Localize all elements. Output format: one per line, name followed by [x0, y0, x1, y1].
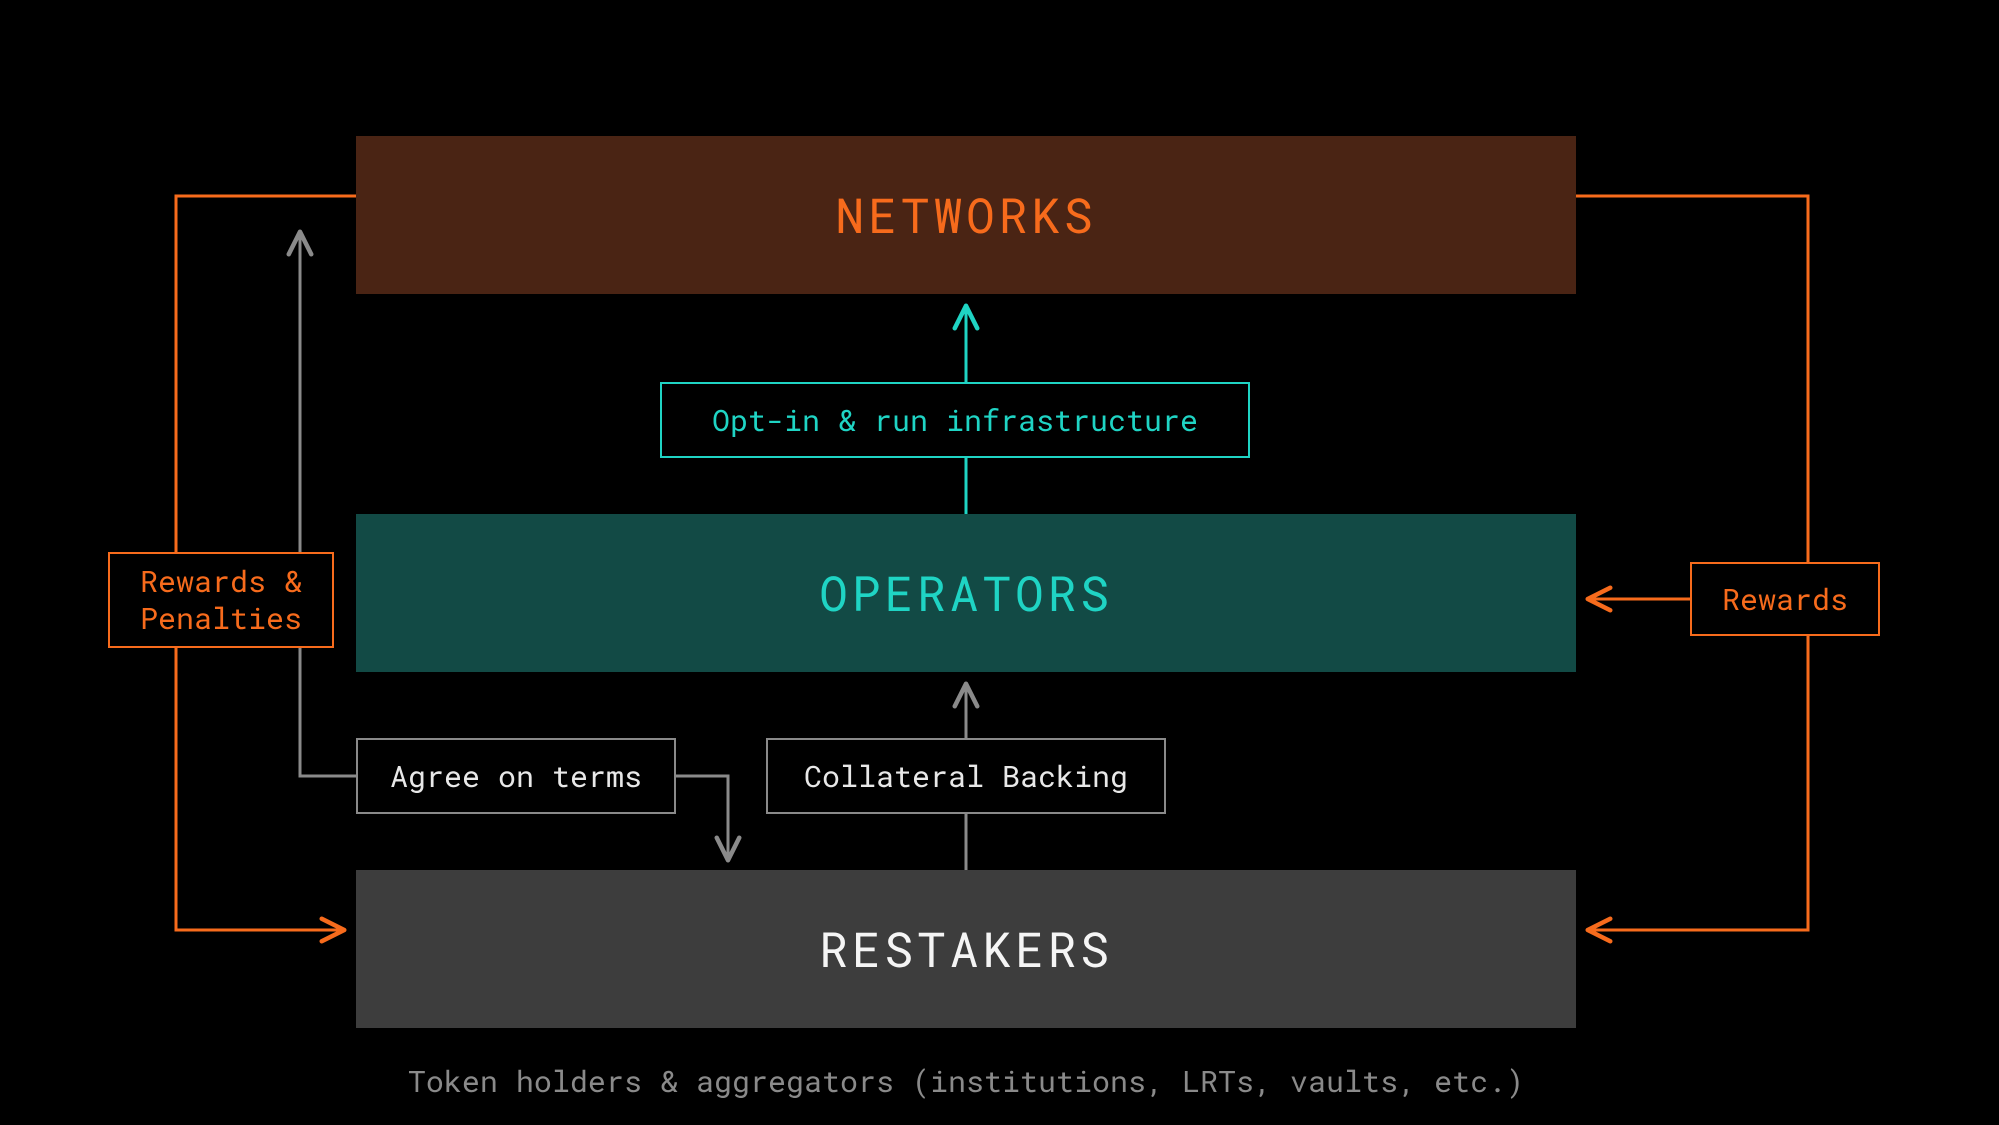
label-rewards-penalties: Rewards & Penalties [108, 552, 334, 648]
label-rp-line2: Penalties [140, 600, 302, 638]
edge-right-loop-to-restakers [1590, 636, 1808, 930]
edge-left-loop-down [176, 196, 356, 552]
label-collateral: Collateral Backing [766, 738, 1166, 814]
label-rp-line1: Rewards & [140, 563, 302, 601]
edge-left-loop-to-restakers [176, 648, 342, 930]
label-optin-text: Opt-in & run infrastructure [712, 401, 1198, 440]
block-restakers-label: RESTAKERS [819, 918, 1113, 981]
block-networks: NETWORKS [356, 136, 1576, 294]
block-restakers: RESTAKERS [356, 870, 1576, 1028]
caption: Token holders & aggregators (institution… [356, 1062, 1576, 1101]
edge-agree-up [300, 234, 356, 776]
caption-text: Token holders & aggregators (institution… [408, 1062, 1524, 1101]
label-agree: Agree on terms [356, 738, 676, 814]
edge-right-loop-down [1576, 196, 1808, 562]
label-agree-text: Agree on terms [390, 757, 642, 796]
diagram-stage: NETWORKS OPERATORS RESTAKERS Opt-in & ru… [0, 0, 1999, 1125]
label-rewards: Rewards [1690, 562, 1880, 636]
block-operators: OPERATORS [356, 514, 1576, 672]
label-rewards-text: Rewards [1722, 580, 1848, 619]
label-optin: Opt-in & run infrastructure [660, 382, 1250, 458]
edge-agree-down [676, 776, 728, 858]
label-collateral-text: Collateral Backing [804, 757, 1128, 796]
block-networks-label: NETWORKS [835, 184, 1096, 247]
block-operators-label: OPERATORS [819, 562, 1113, 625]
